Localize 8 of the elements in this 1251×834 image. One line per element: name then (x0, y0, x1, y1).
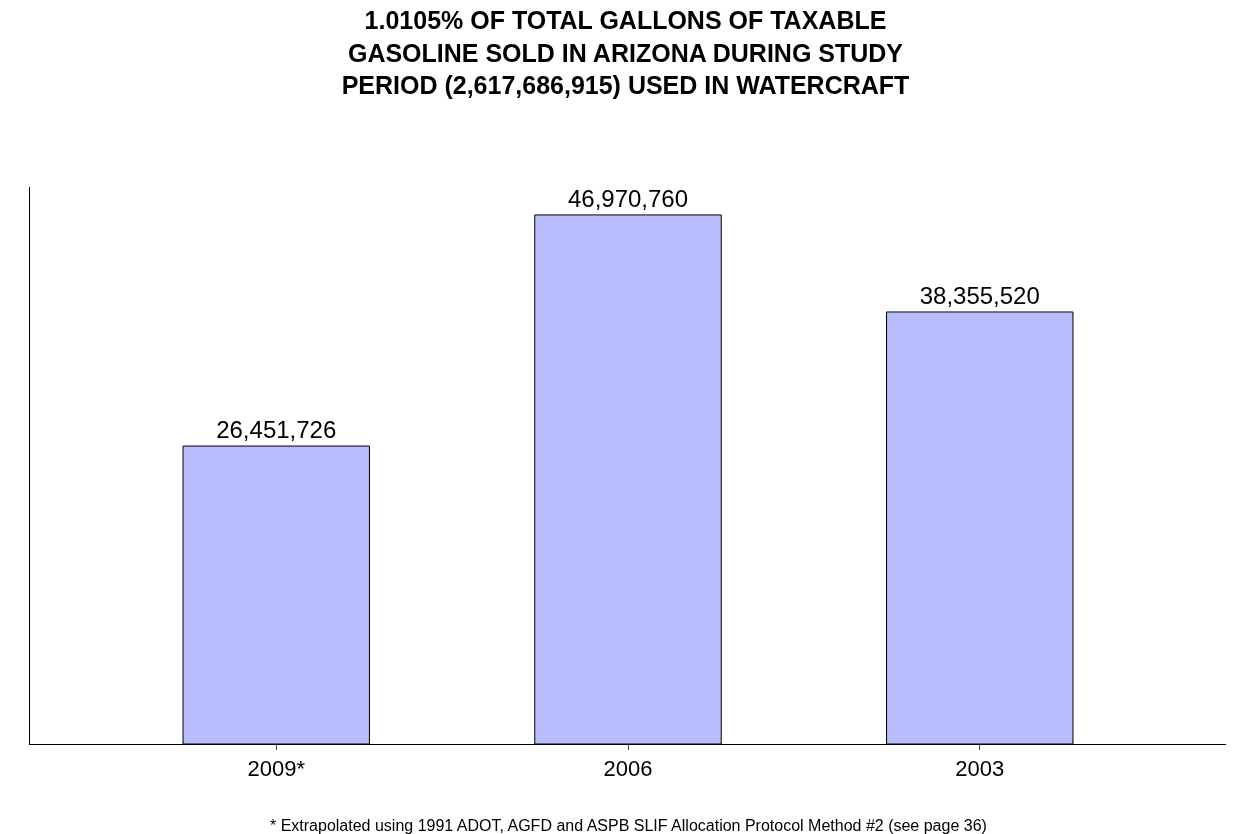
data-label: 46,970,760 (567, 184, 689, 212)
data-label: 26,451,726 (216, 416, 337, 444)
chart-title: 1.0105% OF TOTAL GALLONS OF TAXABLE GASOLINE SOLD IN ARIZONA DURING STUDY PERIOD (2,617,686,915) USED IN WATERCRAFT (341, 6, 910, 100)
data-label: 38,355,520 (919, 281, 1040, 309)
text: * Extrapolated using 1991 ADOT, AGFD and ASPB SLIF Allocation Protocol Method #2 (see page 36) (270, 817, 987, 834)
x-tick-label: 2009* (247, 756, 306, 782)
x-tick-label: 2003 (955, 756, 1005, 782)
x-tick-label: 2006 (603, 756, 653, 782)
